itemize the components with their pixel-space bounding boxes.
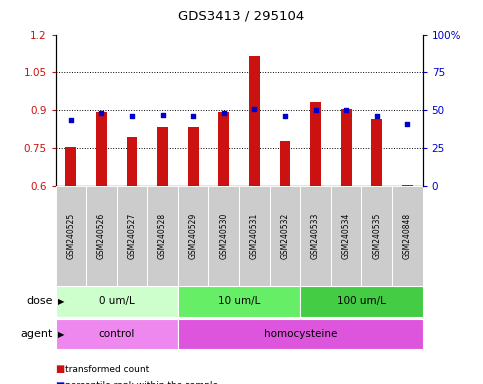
Bar	[56, 286, 178, 317]
Text: ■: ■	[56, 381, 65, 384]
Bar	[270, 186, 300, 286]
Text: GSM240532: GSM240532	[281, 213, 289, 259]
Point	[281, 113, 289, 119]
Bar	[209, 186, 239, 286]
Bar	[66, 147, 76, 186]
Bar	[249, 56, 260, 186]
Bar	[56, 319, 178, 349]
Bar	[341, 109, 352, 186]
Bar	[280, 141, 290, 186]
Point	[98, 110, 105, 116]
Bar	[392, 186, 423, 286]
Bar	[218, 112, 229, 186]
Bar	[239, 186, 270, 286]
Bar	[127, 137, 137, 186]
Text: GSM240525: GSM240525	[66, 213, 75, 259]
Bar	[371, 119, 382, 186]
Bar	[178, 319, 423, 349]
Point	[159, 112, 167, 118]
Bar	[310, 101, 321, 186]
Text: 0 um/L: 0 um/L	[99, 296, 135, 306]
Bar	[300, 286, 423, 317]
Point	[67, 116, 75, 122]
Text: 10 um/L: 10 um/L	[218, 296, 260, 306]
Text: ▶: ▶	[58, 329, 64, 339]
Bar	[147, 186, 178, 286]
Text: ■: ■	[56, 364, 65, 374]
Text: transformed count: transformed count	[65, 365, 149, 374]
Text: GSM240526: GSM240526	[97, 213, 106, 259]
Point	[342, 108, 350, 114]
Bar	[157, 127, 168, 186]
Point	[373, 113, 381, 119]
Text: control: control	[99, 329, 135, 339]
Point	[189, 113, 197, 119]
Point	[251, 106, 258, 112]
Text: homocysteine: homocysteine	[264, 329, 337, 339]
Point	[403, 121, 411, 127]
Text: 100 um/L: 100 um/L	[337, 296, 386, 306]
Text: percentile rank within the sample: percentile rank within the sample	[65, 381, 218, 384]
Bar	[56, 186, 86, 286]
Text: GSM240530: GSM240530	[219, 213, 228, 259]
Point	[128, 113, 136, 119]
Bar	[178, 286, 300, 317]
Text: GSM240848: GSM240848	[403, 213, 412, 259]
Text: GSM240534: GSM240534	[341, 213, 351, 259]
Text: dose: dose	[27, 296, 53, 306]
Bar	[86, 186, 117, 286]
Bar	[188, 127, 199, 186]
Text: GSM240529: GSM240529	[189, 213, 198, 259]
Bar	[117, 186, 147, 286]
Point	[220, 110, 227, 116]
Bar	[96, 112, 107, 186]
Text: GSM240528: GSM240528	[158, 213, 167, 259]
Bar	[178, 186, 209, 286]
Bar	[300, 186, 331, 286]
Bar	[331, 186, 361, 286]
Text: GSM240531: GSM240531	[250, 213, 259, 259]
Bar	[402, 185, 412, 186]
Text: ▶: ▶	[58, 297, 64, 306]
Bar	[361, 186, 392, 286]
Text: GDS3413 / 295104: GDS3413 / 295104	[178, 10, 305, 23]
Text: GSM240535: GSM240535	[372, 213, 381, 259]
Text: GSM240527: GSM240527	[128, 213, 137, 259]
Text: GSM240533: GSM240533	[311, 213, 320, 259]
Point	[312, 108, 319, 114]
Text: agent: agent	[21, 329, 53, 339]
